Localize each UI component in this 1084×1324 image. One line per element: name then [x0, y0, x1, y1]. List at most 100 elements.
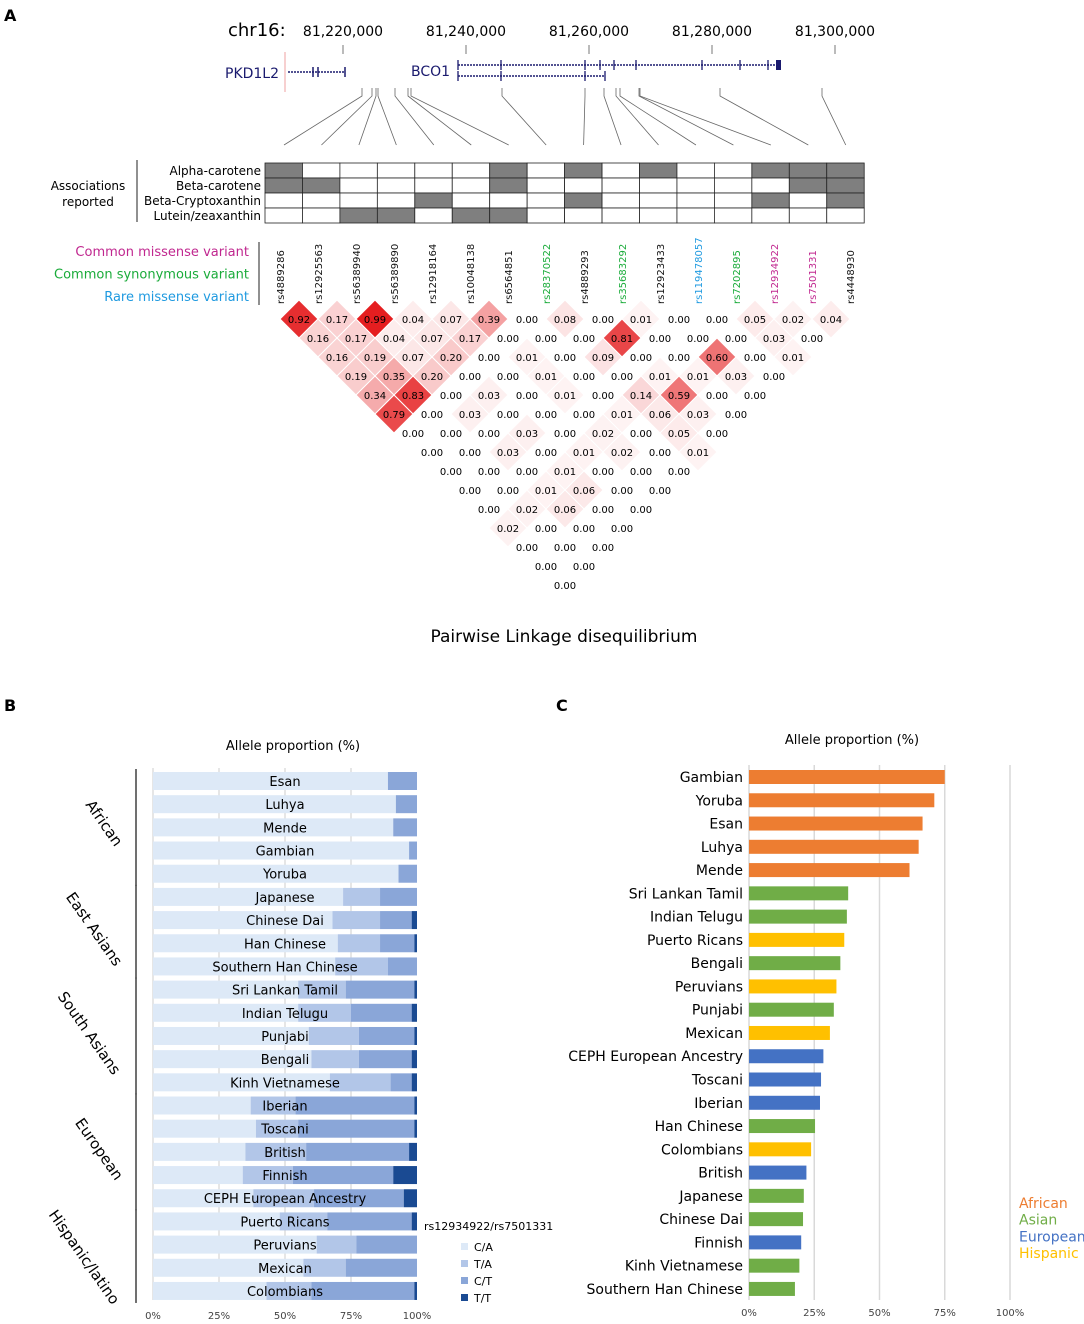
bar-label: Southern Han Chinese — [212, 960, 357, 975]
ld-value: 0.01 — [516, 353, 538, 364]
bar — [749, 1119, 816, 1134]
ld-value: 0.00 — [554, 543, 576, 554]
ld-value: 0.00 — [573, 372, 595, 383]
bar-label: Yoruba — [262, 868, 307, 883]
x-tick-label: 0% — [741, 1308, 757, 1319]
ld-value: 0.00 — [497, 372, 519, 383]
snp-label: rs6564851 — [504, 250, 515, 304]
bar-label: Colombians — [661, 1142, 743, 1158]
legend-swatch — [461, 1243, 468, 1250]
bar-segment-c-t — [356, 1235, 417, 1254]
ld-value: 0.06 — [649, 410, 671, 421]
ld-value: 0.00 — [744, 353, 766, 364]
coordinate-tick-label: 81,280,000 — [672, 24, 752, 40]
association-cell — [339, 177, 378, 194]
snp-connector-line — [821, 88, 847, 146]
snp-label: rs119478057 — [694, 237, 705, 304]
association-cell — [714, 177, 753, 194]
bar-label: CEPH European Ancestry — [568, 1049, 743, 1065]
bar — [749, 816, 923, 831]
ld-value: 0.02 — [592, 429, 614, 440]
bar-segment-t-a — [250, 1096, 296, 1115]
ld-cell — [811, 299, 851, 339]
bar-label: Kinh Vietnamese — [230, 1076, 340, 1091]
trait-label: Lutein/zeaxanthin — [154, 209, 262, 223]
association-cell — [676, 192, 715, 209]
association-cell — [751, 177, 790, 194]
bar-label: Peruvians — [253, 1239, 316, 1254]
bar — [749, 932, 845, 947]
bar-segment-t-a — [303, 1258, 346, 1277]
association-cell-reported — [302, 177, 341, 194]
association-cell — [302, 162, 341, 179]
bar-label: Toscani — [260, 1123, 308, 1138]
ld-value: 0.14 — [630, 391, 652, 402]
bar-segment-c-a — [153, 772, 388, 790]
ld-value: 0.00 — [535, 524, 557, 535]
bar-segment-c-a — [153, 1281, 267, 1300]
bar-label: Mende — [696, 863, 743, 879]
bar-label: Mende — [263, 821, 307, 836]
bar — [749, 886, 849, 901]
snp-connector-line — [394, 88, 435, 146]
ld-value: 0.04 — [383, 334, 405, 345]
bar-label: Southern Han Chinese — [587, 1282, 744, 1298]
association-cell — [751, 207, 790, 224]
ld-value: 0.01 — [535, 486, 557, 497]
association-cell — [414, 207, 453, 224]
bar-label: Luhya — [265, 798, 304, 813]
bar-label: Sri Lankan Tamil — [629, 886, 743, 902]
ld-value: 0.00 — [649, 334, 671, 345]
bar — [749, 1002, 834, 1017]
ld-cell — [545, 489, 585, 529]
association-cell-reported — [339, 207, 378, 224]
association-cell — [376, 162, 416, 179]
bar-segment-c-a — [153, 1119, 256, 1138]
association-cell — [601, 177, 640, 194]
bar-segment-c-t — [393, 818, 417, 837]
ld-value: 0.02 — [782, 315, 804, 326]
ld-value: 0.39 — [478, 315, 500, 326]
association-cell — [714, 207, 753, 224]
group-label: European — [71, 1115, 127, 1184]
bar-segment-t-a — [316, 1235, 357, 1254]
ld-value: 0.00 — [592, 543, 614, 554]
bar-segment-t-a — [311, 1050, 359, 1069]
association-cell — [451, 162, 491, 179]
bar-segment-t-t — [414, 1096, 417, 1115]
bar-segment-t-a — [266, 1281, 312, 1300]
legend-label: T/A — [473, 1258, 492, 1271]
x-tick-label: 0% — [145, 1311, 161, 1322]
x-tick-label: 100% — [403, 1311, 432, 1322]
snp-label: rs12925563 — [314, 244, 325, 304]
legend-swatch — [461, 1277, 468, 1284]
bar-segment-c-t — [387, 957, 417, 976]
b-legend-title: rs12934922/rs7501331 — [424, 1220, 553, 1233]
bar-label: Colombians — [247, 1285, 323, 1300]
bar-label: Esan — [269, 775, 300, 790]
association-cell — [676, 177, 715, 194]
ld-value: 0.00 — [535, 334, 557, 345]
ld-value: 0.79 — [383, 410, 405, 421]
ld-value: 0.06 — [554, 505, 576, 516]
bar-segment-c-t — [409, 841, 417, 860]
bar-label: Yoruba — [695, 793, 743, 809]
panel-label-c: C — [556, 696, 568, 715]
bar-segment-c-a — [153, 1189, 254, 1208]
bar-label: Finnish — [262, 1169, 307, 1184]
association-cell — [788, 207, 828, 224]
x-tick-label: 25% — [803, 1308, 825, 1319]
bar-label: British — [698, 1166, 743, 1182]
ld-value: 0.00 — [573, 334, 595, 345]
variant-legend-item: Common synonymous variant — [54, 268, 249, 283]
ld-value: 0.03 — [687, 410, 709, 421]
ld-value: 0.00 — [573, 410, 595, 421]
ld-value: 0.00 — [421, 410, 443, 421]
ld-value: 0.00 — [592, 467, 614, 478]
bar-segment-t-t — [414, 1026, 417, 1045]
association-cell-reported — [451, 207, 491, 224]
ld-value: 0.59 — [668, 391, 690, 402]
legend-item: Hispanic — [1019, 1246, 1079, 1262]
bar-segment-t-t — [403, 1189, 417, 1208]
ld-value: 0.00 — [554, 429, 576, 440]
